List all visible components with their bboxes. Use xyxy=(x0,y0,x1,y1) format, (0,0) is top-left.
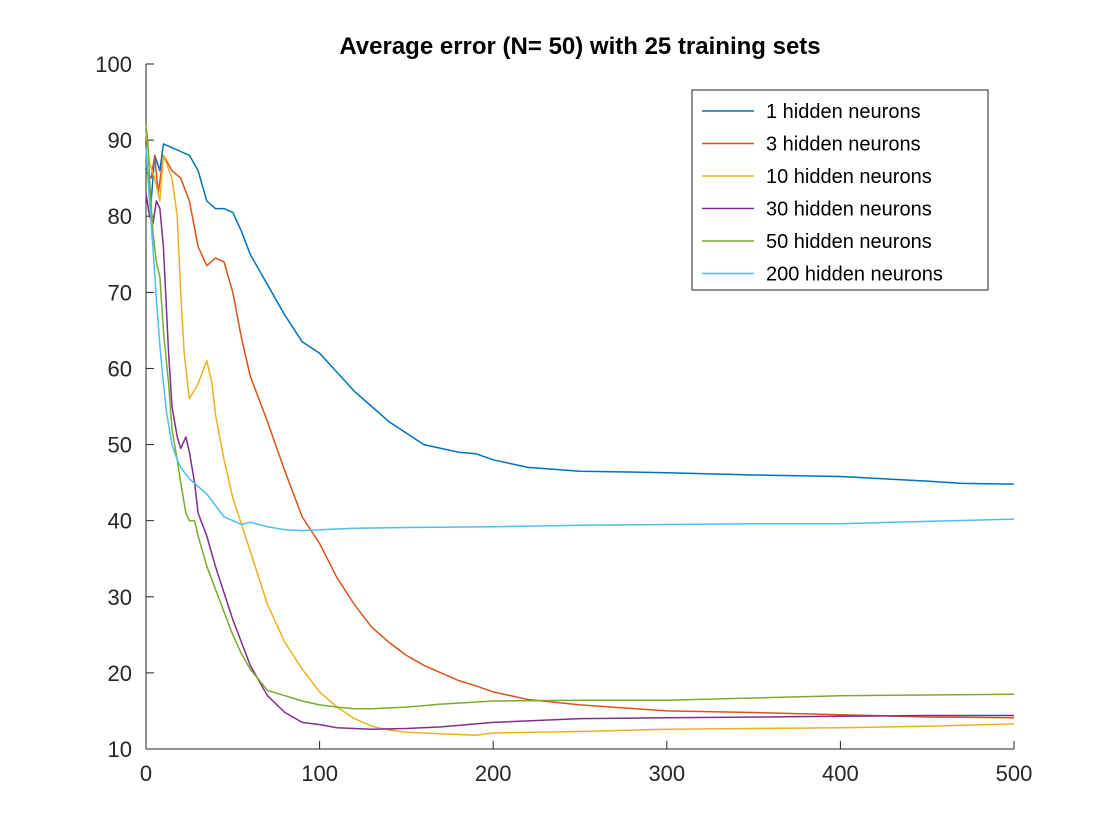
legend-label-1: 3 hidden neurons xyxy=(766,134,921,156)
legend: 1 hidden neurons 3 hidden neurons 10 hidde… xyxy=(691,89,989,291)
y-tick-label: 50 xyxy=(108,433,132,458)
x-tick-label: 0 xyxy=(140,761,152,786)
series-line-3 xyxy=(145,193,1014,730)
x-tick-label: 100 xyxy=(301,761,338,786)
legend-label-5: 200 hidden neurons xyxy=(766,264,943,286)
legend-label-3: 30 hidden neurons xyxy=(766,199,932,221)
series-line-4 xyxy=(145,124,1015,710)
plot-area: 0 100 200 300 400 500 10 20 30 40 50 60 70 80 90 100 xyxy=(95,52,1032,786)
series-line-2 xyxy=(145,132,1015,737)
x-tick-label: 500 xyxy=(996,761,1033,786)
y-tick-label: 10 xyxy=(108,737,132,762)
y-tick-label: 90 xyxy=(108,128,132,153)
y-tick-label: 40 xyxy=(108,509,132,534)
y-tick-label: 60 xyxy=(108,356,132,381)
y-tick-label: 30 xyxy=(108,585,132,610)
y-tick-label: 20 xyxy=(108,661,132,686)
y-tick-label: 100 xyxy=(95,52,132,77)
x-tick-label: 400 xyxy=(822,761,859,786)
y-tick-label: 80 xyxy=(108,204,132,229)
chart-title: Average error (N= 50) with 25 training s… xyxy=(339,33,820,60)
legend-box xyxy=(691,89,989,291)
y-tick-label: 70 xyxy=(108,280,132,305)
series-line-5 xyxy=(145,147,1015,532)
legend-label-0: 1 hidden neurons xyxy=(766,101,921,123)
x-tick-label: 300 xyxy=(648,761,685,786)
legend-label-4: 50 hidden neurons xyxy=(766,231,932,253)
x-tick-label: 200 xyxy=(475,761,512,786)
series-line-0 xyxy=(145,143,1015,485)
legend-label-2: 10 hidden neurons xyxy=(766,166,932,188)
